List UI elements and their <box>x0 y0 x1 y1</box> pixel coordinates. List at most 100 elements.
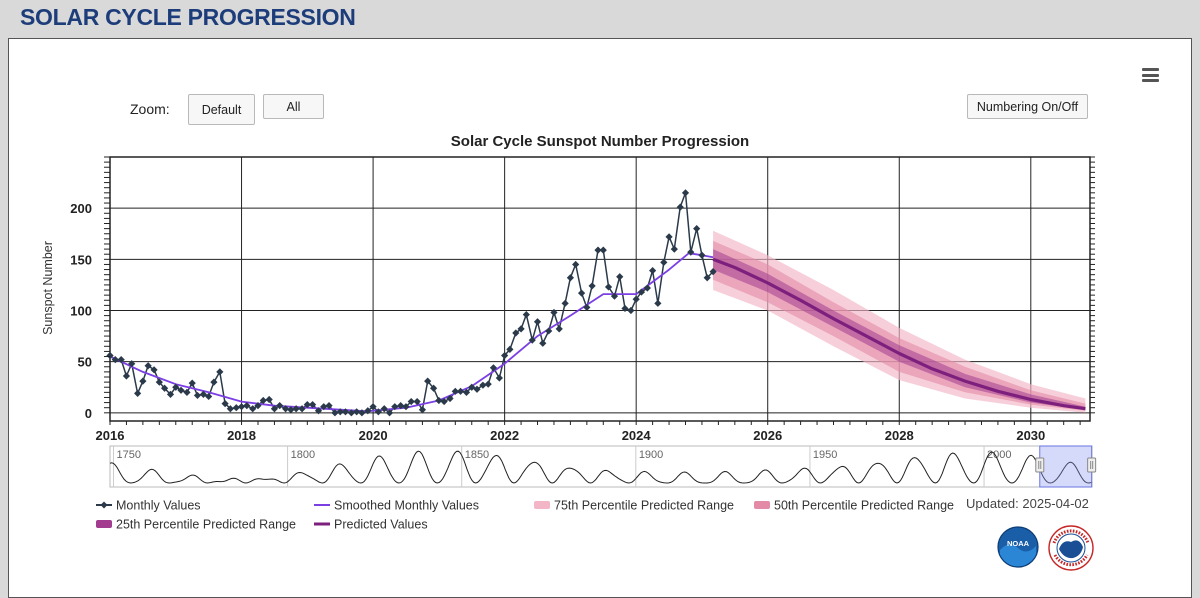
monthly-value-point <box>314 407 323 415</box>
legend-label: Predicted Values <box>334 518 428 532</box>
monthly-value-point <box>446 394 454 403</box>
legend-marker <box>100 501 108 509</box>
chart-title: Solar Cycle Sunspot Number Progression <box>451 133 749 150</box>
x-tick-label: 2026 <box>753 428 782 443</box>
legend-label: Smoothed Monthly Values <box>334 499 479 513</box>
y-tick-label: 200 <box>70 201 92 216</box>
monthly-value-point <box>451 387 459 395</box>
monthly-value-point <box>117 356 125 364</box>
monthly-value-point <box>588 282 596 290</box>
monthly-value-point <box>479 381 487 389</box>
monthly-value-point <box>604 283 613 291</box>
monthly-value-point <box>555 325 563 333</box>
monthly-value-point <box>616 273 624 281</box>
y-tick-label: 100 <box>70 303 92 318</box>
series-line <box>712 257 1086 411</box>
monthly-value-point <box>687 248 695 256</box>
monthly-value-point <box>703 274 711 282</box>
navigator-selection[interactable] <box>1039 445 1093 488</box>
monthly-value-point <box>177 386 185 394</box>
monthly-value-point <box>232 404 240 412</box>
monthly-value-point <box>221 400 229 408</box>
monthly-value-point <box>424 377 432 385</box>
monthly-value-point <box>709 268 717 276</box>
x-tick-label: 2018 <box>227 428 256 443</box>
monthly-value-point <box>665 233 673 241</box>
monthly-value-point <box>183 388 191 396</box>
monthly-value-point <box>456 387 465 395</box>
monthly-value-point <box>237 403 246 411</box>
monthly-value-point <box>358 409 366 417</box>
monthly-value-point <box>331 409 339 417</box>
legend-item[interactable]: 75th Percentile Predicted Range <box>534 499 734 513</box>
zoom-all-button[interactable]: All <box>263 94 324 119</box>
legend-item[interactable]: 25th Percentile Predicted Range <box>96 518 296 532</box>
legend-item[interactable]: Smoothed Monthly Values <box>314 499 479 513</box>
zoom-default-button[interactable]: Default <box>188 94 255 125</box>
y-tick-label: 150 <box>70 252 92 267</box>
monthly-value-point <box>341 408 350 416</box>
legend-item[interactable]: Predicted Values <box>314 518 428 532</box>
monthly-value-point <box>621 304 629 313</box>
legend-label: 75th Percentile Predicted Range <box>554 499 734 513</box>
monthly-value-point <box>681 189 690 197</box>
monthly-value-point <box>698 251 706 259</box>
monthly-value-point <box>353 408 361 416</box>
monthly-value-point <box>210 378 218 386</box>
monthly-value-point <box>391 403 399 411</box>
navigator-series <box>109 450 1093 484</box>
monthly-value-point <box>512 329 520 337</box>
monthly-value-point <box>413 397 421 406</box>
monthly-value-point <box>610 292 619 300</box>
monthly-value-point <box>643 284 651 292</box>
monthly-value-point <box>462 388 471 396</box>
monthly-value-point <box>325 402 333 410</box>
navigator-handle[interactable] <box>1087 457 1097 473</box>
monthly-value-point <box>139 377 147 385</box>
navigator-label: 1850 <box>465 449 489 461</box>
monthly-value-point <box>188 379 196 387</box>
legend-label: 50th Percentile Predicted Range <box>774 499 954 513</box>
monthly-value-point <box>484 380 492 388</box>
monthly-value-point <box>254 402 262 410</box>
monthly-value-point <box>577 289 586 297</box>
monthly-value-point <box>106 351 114 360</box>
monthly-value-point <box>380 405 388 413</box>
monthly-value-point <box>649 266 657 275</box>
monthly-value-point <box>670 245 678 253</box>
monthly-value-point <box>292 405 300 413</box>
navigator-label: 1900 <box>639 449 663 461</box>
monthly-value-point <box>654 299 662 307</box>
monthly-value-point <box>249 405 257 413</box>
monthly-value-point <box>693 225 701 233</box>
x-tick-label: 2024 <box>622 428 652 443</box>
monthly-value-point <box>276 402 284 410</box>
monthly-value-point <box>627 306 635 315</box>
monthly-value-point <box>282 405 290 413</box>
zoom-label: Zoom: <box>130 101 170 117</box>
monthly-value-point <box>676 203 684 211</box>
noaa-logo: NOAA <box>997 526 1039 568</box>
monthly-value-point <box>561 299 569 307</box>
monthly-value-point <box>205 392 213 401</box>
monthly-value-point <box>385 409 394 417</box>
monthly-value-point <box>128 360 136 368</box>
navigator-label: 2000 <box>987 449 1011 461</box>
navigator-label: 1800 <box>291 449 315 461</box>
monthly-value-point <box>199 390 207 398</box>
monthly-value-point <box>489 364 498 372</box>
legend-item[interactable]: 50th Percentile Predicted Range <box>754 499 954 513</box>
monthly-value-point <box>632 295 640 303</box>
numbering-toggle-button[interactable]: Numbering On/Off <box>967 94 1088 119</box>
monthly-value-point <box>364 407 372 415</box>
monthly-value-point <box>533 318 542 326</box>
navigator-handle[interactable] <box>1035 457 1045 473</box>
predicted-range-band <box>713 230 1086 413</box>
monthly-value-point <box>522 310 530 319</box>
x-tick-label: 2016 <box>96 428 125 443</box>
monthly-value-point <box>528 336 536 344</box>
legend-item[interactable]: Monthly Values <box>96 499 201 513</box>
monthly-value-point <box>501 351 509 360</box>
x-tick-label: 2020 <box>359 428 388 443</box>
hamburger-menu-icon[interactable] <box>1142 68 1159 82</box>
